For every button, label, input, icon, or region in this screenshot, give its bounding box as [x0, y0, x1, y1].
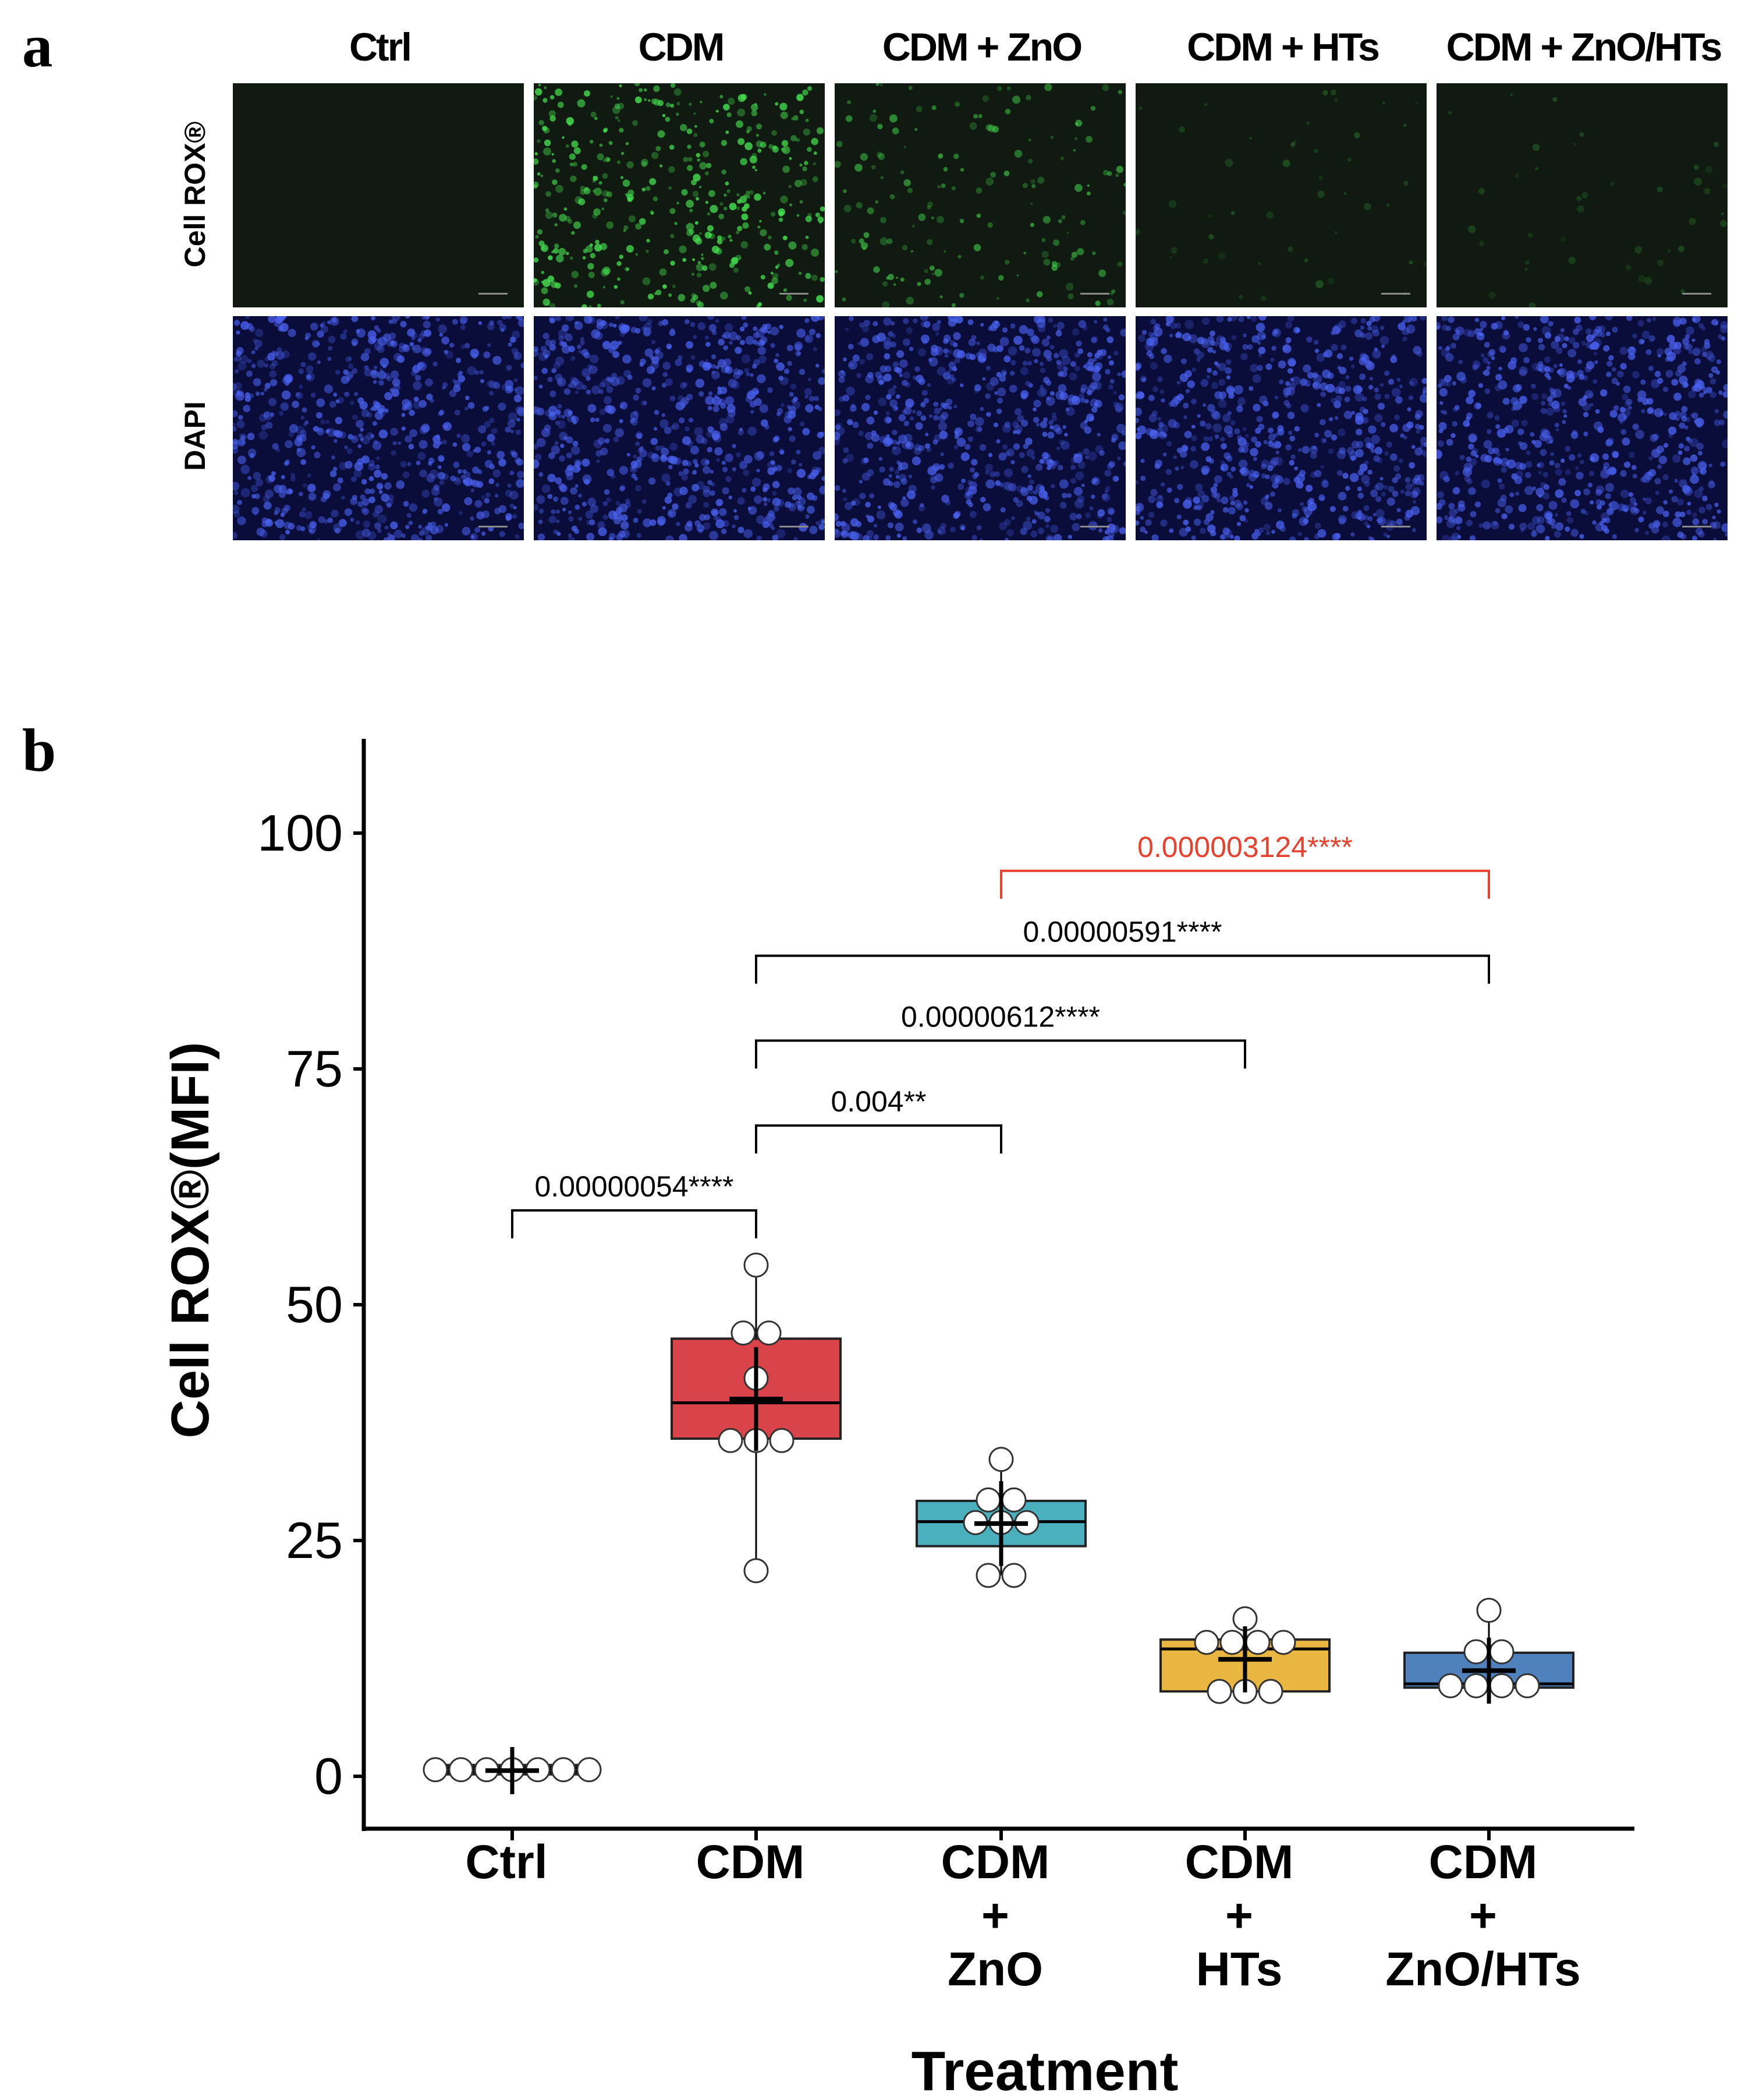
column-label: CDM + HTs	[1187, 25, 1380, 69]
scale-bar	[478, 526, 508, 527]
data-point	[743, 1558, 769, 1584]
scale-bar	[1682, 293, 1711, 295]
data-point	[1463, 1673, 1489, 1698]
scale-bar	[478, 293, 508, 295]
p-value-label: 0.000003124****	[1137, 831, 1353, 863]
data-point	[1001, 1487, 1027, 1513]
cellrox-image	[1136, 83, 1427, 307]
x-tick-label: ZnO	[948, 1943, 1043, 1996]
scale-bar	[1080, 526, 1109, 527]
data-point	[1515, 1673, 1540, 1698]
cellrox-image	[233, 83, 524, 307]
scale-bar	[1381, 526, 1410, 527]
x-tick-label: +	[1469, 1889, 1497, 1942]
x-tick-label: CDM	[696, 1836, 805, 1889]
p-value-label: 0.00000591****	[1023, 916, 1222, 948]
cellrox-image	[1437, 83, 1728, 307]
significance-bracket	[755, 1124, 1002, 1154]
box-group	[671, 1252, 842, 1584]
y-axis-title: Cell ROX®(MFI)	[161, 1042, 220, 1438]
x-tick-label: Ctrl	[465, 1836, 547, 1889]
x-tick-label: CDM	[1429, 1836, 1538, 1889]
box-group	[423, 1747, 602, 1794]
y-tick-label: 0	[314, 1747, 343, 1805]
scale-bar	[1080, 293, 1109, 295]
p-value-label: 0.00000612****	[901, 1000, 1100, 1033]
data-point	[551, 1757, 576, 1783]
data-point	[576, 1757, 602, 1783]
scale-bar	[1381, 293, 1410, 295]
x-tick-label: HTs	[1196, 1943, 1283, 1996]
dapi-image	[1437, 316, 1728, 540]
p-value-label: 0.004**	[831, 1085, 926, 1118]
y-tick-label: 50	[286, 1276, 343, 1333]
box-group	[1159, 1606, 1331, 1704]
data-point	[1438, 1673, 1463, 1698]
data-point	[976, 1563, 1001, 1588]
column-label: CDM	[638, 25, 725, 69]
data-point	[1463, 1639, 1489, 1665]
x-tick-label: CDM	[941, 1836, 1050, 1889]
data-point	[1207, 1678, 1232, 1704]
p-value-label: 0.00000054****	[535, 1170, 734, 1203]
data-point	[769, 1428, 795, 1453]
data-point	[988, 1447, 1014, 1472]
column-label: CDM + ZnO/HTs	[1446, 25, 1723, 69]
data-point	[718, 1428, 743, 1453]
data-point	[1476, 1598, 1502, 1623]
scale-bar	[1682, 526, 1711, 527]
y-tick-label: 100	[257, 804, 343, 862]
dapi-image	[1136, 316, 1427, 540]
significance-bracket	[755, 954, 1490, 984]
x-tick-label: +	[981, 1889, 1009, 1942]
cellrox-image	[534, 83, 825, 307]
data-point	[756, 1320, 782, 1346]
data-point	[1258, 1678, 1283, 1704]
y-tick-label: 75	[286, 1040, 343, 1097]
data-point	[1489, 1639, 1515, 1665]
scale-bar	[779, 526, 808, 527]
panel-b-letter: b	[22, 716, 56, 784]
data-point	[1001, 1563, 1027, 1588]
data-point	[1489, 1673, 1515, 1698]
x-axis-title: Treatment	[912, 2040, 1179, 2100]
panel-a-letter: a	[22, 12, 53, 80]
dapi-image	[835, 316, 1126, 540]
x-tick-label: CDM	[1185, 1836, 1294, 1889]
significance-bracket	[755, 1039, 1246, 1069]
cellrox-image	[835, 83, 1126, 307]
data-point	[1194, 1630, 1219, 1655]
column-label: CDM + ZnO	[882, 25, 1083, 69]
box-group	[916, 1447, 1087, 1588]
dapi-image	[534, 316, 825, 540]
y-tick-label: 25	[286, 1511, 343, 1569]
box-group	[1403, 1598, 1574, 1704]
x-tick-label: ZnO/HTs	[1385, 1943, 1581, 1996]
significance-bracket	[511, 1209, 757, 1238]
data-point	[976, 1487, 1001, 1513]
data-point	[743, 1252, 769, 1278]
data-point	[1271, 1630, 1296, 1655]
column-label: Ctrl	[349, 25, 412, 69]
data-point	[730, 1320, 756, 1346]
x-tick-label: +	[1225, 1889, 1253, 1942]
dapi-image	[233, 316, 524, 540]
data-point	[448, 1757, 474, 1783]
data-point	[1219, 1630, 1245, 1655]
data-point	[1245, 1630, 1271, 1655]
scale-bar	[779, 293, 808, 295]
significance-bracket	[1000, 869, 1490, 899]
data-point	[423, 1757, 448, 1783]
